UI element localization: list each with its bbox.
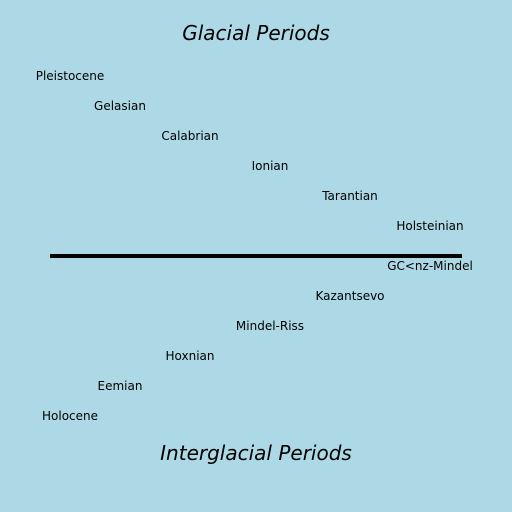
interglacial-label-mindel-riss: Mindel-Riss [235,319,305,333]
interglacial-label-holocene: Holocene [41,409,99,423]
interglacial-periods-title: Interglacial Periods [160,441,352,465]
interglacial-label-hoxnian: Hoxnian [165,349,215,363]
glacial-label-holsteinian: Holsteinian [396,219,464,233]
glacial-periods-title: Glacial Periods [182,21,330,45]
interglacial-label-eemian: Eemian [97,379,143,393]
glacial-label-gelasian: Gelasian [94,99,146,113]
interglacial-label-gc-nz-mindel: GC<nz-Mindel [387,259,473,273]
period-divider-line [50,254,462,258]
glacial-label-calabrian: Calabrian [161,129,219,143]
glacial-label-ionian: Ionian [251,159,289,173]
interglacial-label-kazantsevo: Kazantsevo [315,289,385,303]
glacial-label-tarantian: Tarantian [322,189,378,203]
glacial-label-pleistocene: Pleistocene [35,69,105,83]
